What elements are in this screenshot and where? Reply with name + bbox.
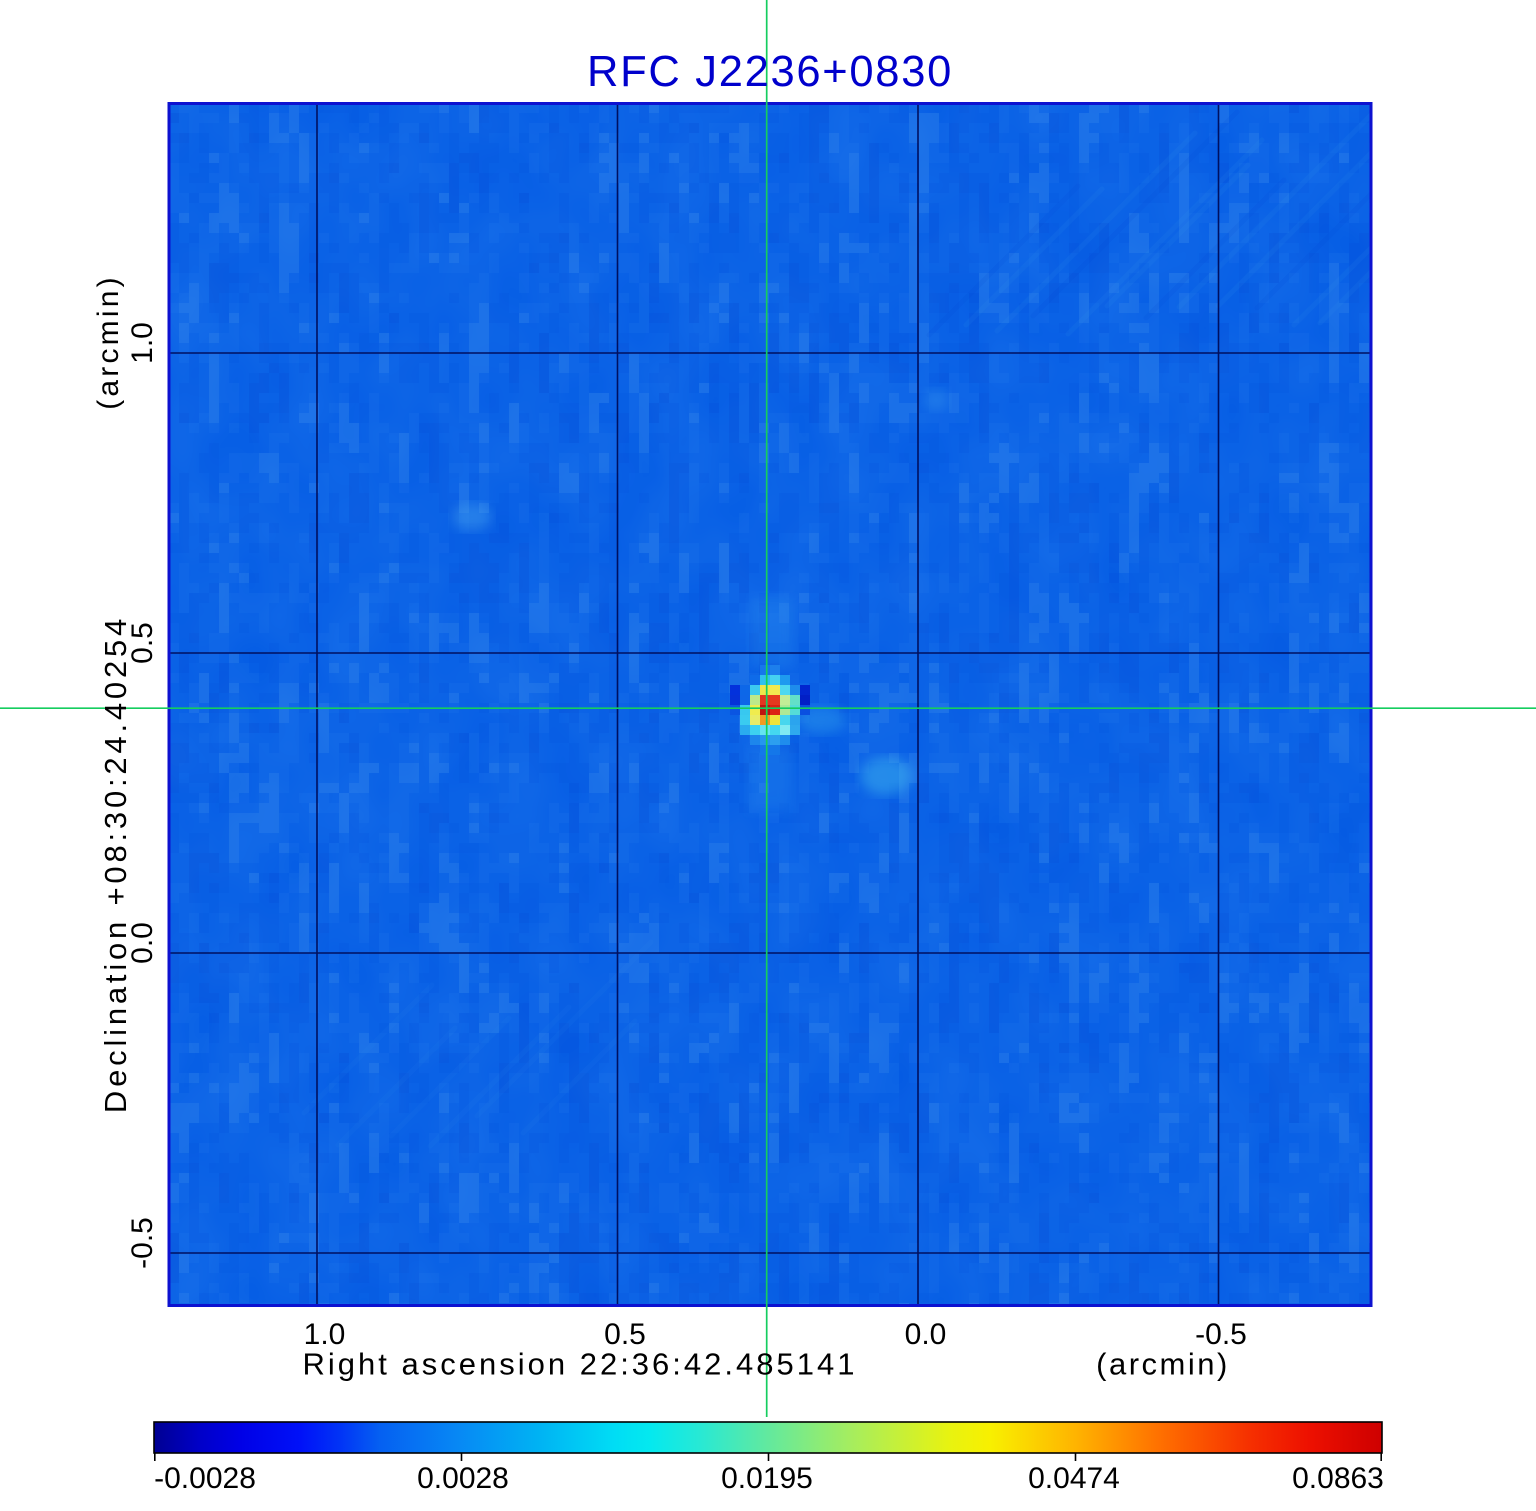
svg-text:(arcmin): (arcmin) [1096,1347,1230,1382]
svg-text:-0.5: -0.5 [1195,1318,1247,1351]
svg-text:(arcmin): (arcmin) [92,274,125,410]
svg-text:1.0: 1.0 [126,322,159,364]
svg-text:0.0474: 0.0474 [1028,1462,1120,1495]
svg-text:RFC J2236+0830: RFC J2236+0830 [587,48,953,96]
svg-text:0.5: 0.5 [126,622,159,664]
svg-text:-0.5: -0.5 [126,1217,159,1269]
svg-text:0.0: 0.0 [905,1318,947,1351]
svg-text:0.5: 0.5 [604,1318,646,1351]
svg-text:1.0: 1.0 [304,1318,346,1351]
svg-text:Right ascension 22:36:42.4851: Right ascension 22:36:42.485141 [303,1347,858,1382]
svg-text:0.0028: 0.0028 [417,1462,509,1495]
svg-text:0.0863: 0.0863 [1292,1462,1384,1495]
svg-text:-0.0028: -0.0028 [154,1462,256,1495]
svg-text:Declination +08:30:24.40254: Declination +08:30:24.40254 [98,615,133,1113]
svg-text:0.0195: 0.0195 [721,1462,813,1495]
svg-text:0.0: 0.0 [126,922,159,964]
